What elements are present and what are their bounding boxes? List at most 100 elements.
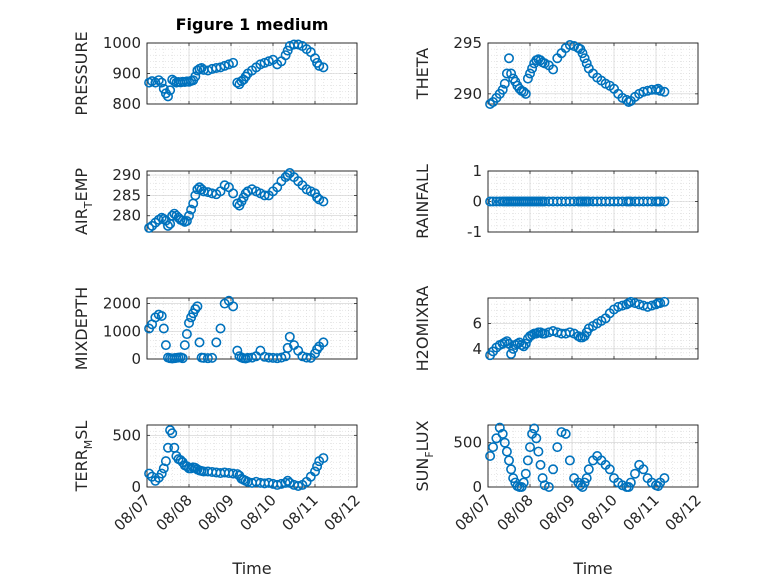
data-point (228, 57, 239, 68)
data-point (520, 338, 531, 349)
y-axis-label: AIRTEMP (72, 168, 95, 235)
data-point (194, 337, 205, 348)
data-point (499, 78, 510, 89)
data-point (583, 464, 594, 475)
plot-frame (146, 42, 358, 105)
data-point (144, 468, 155, 479)
data-point (579, 53, 590, 64)
data-point (524, 68, 535, 79)
y-tick-label: 2000 (103, 295, 141, 313)
data-point (215, 323, 226, 334)
y-tick-label: 290 (453, 85, 482, 103)
data-point (163, 442, 174, 453)
data-point (560, 428, 571, 439)
y-tick-label: 1 (472, 162, 482, 180)
y-tick-label: 900 (112, 65, 141, 83)
data-point (192, 184, 203, 195)
subplot-5: 0 1000 2000 MIXDEPTH (72, 287, 358, 370)
data-point (548, 64, 559, 75)
data-point (190, 71, 201, 82)
y-axis-label-rest: SL (72, 421, 91, 440)
data-point (518, 341, 529, 352)
y-axis-label-main: THETA (413, 48, 432, 100)
y-axis-label: RAINFALL (413, 164, 432, 239)
plot-frame (487, 42, 699, 105)
data-point (506, 348, 517, 359)
data-point (318, 62, 329, 73)
data-point (529, 423, 540, 434)
data-point (309, 53, 320, 64)
data-point (211, 337, 222, 348)
y-axis-label: THETA (413, 48, 432, 100)
data-point (485, 450, 496, 461)
y-tick-label: 290 (112, 166, 141, 184)
y-tick-label: 285 (112, 186, 141, 204)
data-point (158, 323, 169, 334)
data-point (543, 481, 554, 492)
y-axis-label-rest: EMP (72, 168, 91, 202)
data-point (625, 477, 636, 488)
data-point (158, 213, 169, 224)
data-point (655, 298, 666, 309)
data-point (259, 190, 270, 201)
data-point (522, 73, 533, 84)
data-point (186, 204, 197, 215)
x-tick-label: 08/07 (111, 491, 154, 534)
data-point (196, 63, 207, 74)
subplot-4: -1 0 1 RAINFALL (413, 162, 699, 241)
data-point (659, 473, 670, 484)
data-point (228, 468, 239, 479)
x-tick-label: 08/12 (321, 491, 364, 534)
data-point (202, 353, 213, 364)
data-point (548, 464, 559, 475)
y-tick-label: 500 (112, 426, 141, 444)
data-point (156, 468, 167, 479)
data-point (207, 352, 218, 363)
y-axis-label-main: PRESSURE (72, 31, 91, 115)
data-point (629, 468, 640, 479)
data-point (581, 58, 592, 69)
data-point (506, 464, 517, 475)
data-point (617, 300, 628, 311)
data-point (494, 422, 505, 433)
data-point (488, 196, 499, 207)
data-point (160, 340, 171, 351)
data-point (655, 196, 666, 207)
data-point (485, 196, 496, 207)
y-axis-label: SUNFLUX (413, 420, 436, 491)
plot-frame (146, 170, 358, 233)
y-tick-label: 1000 (103, 34, 141, 52)
data-point (192, 301, 203, 312)
data-point (280, 50, 291, 61)
data-point (501, 68, 512, 79)
y-axis-label-main: AIR (72, 208, 91, 235)
y-axis-label: MIXDEPTH (72, 287, 91, 370)
data-point (284, 331, 295, 342)
data-point (228, 301, 239, 312)
data-point (564, 327, 575, 338)
y-axis-label: TERRMSL (72, 421, 95, 493)
subplot-1: 800 900 1000 PRESSURE (72, 31, 358, 116)
data-point (282, 170, 293, 181)
y-tick-label: 500 (453, 434, 482, 452)
y-axis-label-main: H2OMIXRA (413, 286, 432, 372)
plot-frame (487, 170, 699, 233)
x-tick-label: 08/12 (662, 491, 705, 534)
plot-frame (487, 424, 699, 488)
data-point (501, 446, 512, 457)
data-point (533, 446, 544, 457)
data-point (604, 464, 615, 475)
data-point (659, 196, 670, 207)
figure-title: Figure 1 medium (176, 15, 329, 34)
data-point (318, 337, 329, 348)
subplot-3: 280 285 290 AIRTEMP (72, 166, 358, 235)
data-point (153, 75, 164, 86)
y-axis-label: PRESSURE (72, 31, 91, 115)
data-point (228, 188, 239, 199)
data-point (494, 196, 505, 207)
x-tick-label: 08/11 (620, 491, 663, 534)
data-point (158, 83, 169, 94)
data-point (577, 48, 588, 59)
